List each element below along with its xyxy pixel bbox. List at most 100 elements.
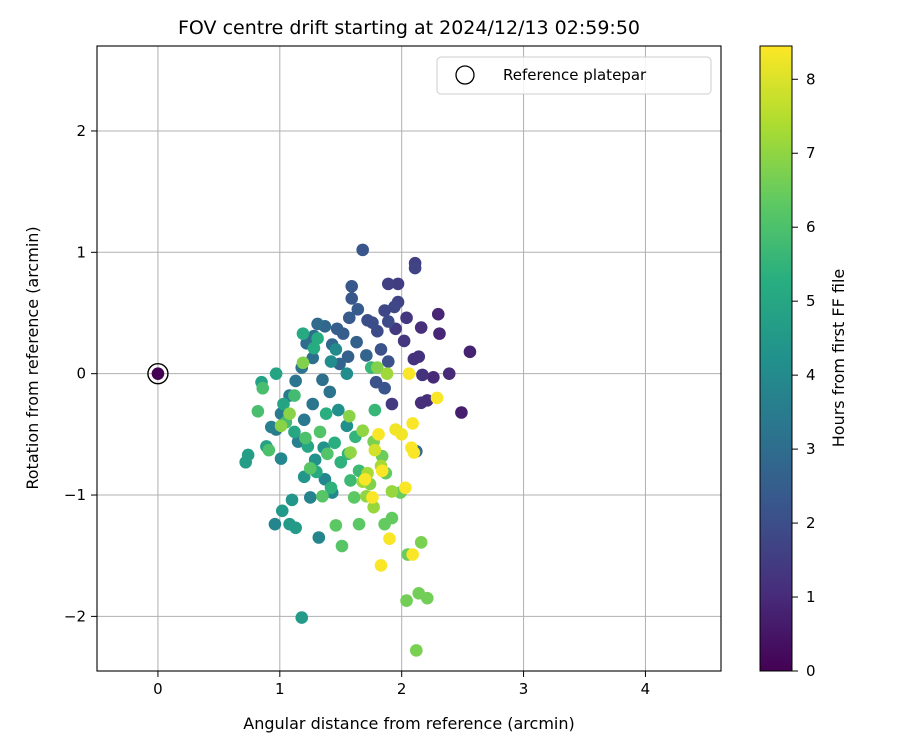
legend-entry-label: Reference platepar: [503, 66, 647, 84]
data-point: [340, 367, 354, 380]
data-point: [296, 356, 310, 370]
data-point: [297, 413, 311, 427]
data-point: [241, 448, 255, 462]
colorbar-tick-label: 2: [806, 514, 816, 532]
data-point: [358, 472, 372, 486]
data-point: [410, 644, 423, 657]
data-point: [399, 481, 412, 495]
data-point: [385, 485, 399, 498]
colorbar-tick-label: 4: [806, 366, 816, 384]
data-point: [400, 311, 413, 325]
data-point: [283, 407, 296, 421]
data-point: [345, 279, 359, 293]
data-point: [414, 536, 428, 549]
data-point: [274, 419, 288, 433]
x-axis-ticks: 0 1 2 3 4: [153, 671, 650, 698]
data-point: [311, 332, 324, 345]
colorbar-gradient: [759, 45, 793, 672]
colorbar-tick-label: 1: [806, 588, 816, 606]
y-tick-label: 1: [76, 243, 86, 261]
data-point: [311, 317, 324, 331]
y-axis-label: Rotation from reference (arcmin): [23, 226, 42, 489]
data-point: [372, 428, 385, 441]
reference-point: [151, 367, 165, 380]
colorbar-tick-label: 3: [806, 440, 816, 458]
data-point: [332, 403, 345, 417]
colorbar-tick-label: 0: [806, 662, 816, 680]
data-point: [356, 424, 369, 438]
x-axis-label: Angular distance from reference (arcmin): [243, 714, 574, 733]
data-point: [321, 447, 334, 461]
data-point: [420, 591, 434, 605]
data-point: [289, 521, 302, 535]
grid-lines: [97, 46, 721, 671]
data-point: [367, 500, 380, 514]
data-point: [342, 409, 356, 423]
colorbar-label: Hours from first FF file: [829, 269, 848, 448]
data-point: [402, 367, 416, 380]
data-point: [347, 491, 361, 504]
data-point: [388, 300, 401, 314]
data-point: [395, 428, 408, 441]
data-point: [407, 446, 421, 459]
data-point: [414, 396, 428, 410]
data-point: [430, 391, 444, 405]
data-point: [378, 381, 391, 395]
data-point: [391, 277, 405, 291]
colorbar-ticks: 0 1 2 3 4 5 6 7 8: [792, 70, 816, 680]
data-point: [316, 489, 329, 503]
data-point: [400, 594, 413, 607]
data-point: [299, 431, 312, 445]
data-point: [371, 361, 384, 374]
data-point: [350, 335, 363, 349]
data-point: [383, 532, 396, 546]
data-point: [330, 322, 344, 336]
x-tick-label: 4: [641, 680, 651, 698]
data-point: [328, 436, 341, 450]
legend: Reference platepar: [436, 56, 712, 95]
data-point: [455, 406, 468, 419]
data-point: [269, 367, 283, 380]
data-point: [340, 419, 354, 433]
reference-marker: [147, 362, 169, 385]
data-point: [366, 491, 379, 504]
data-point: [406, 417, 419, 430]
data-point: [334, 455, 348, 469]
data-point: [329, 343, 343, 356]
data-point: [307, 341, 321, 355]
x-tick-label: 3: [519, 680, 529, 698]
y-tick-label: −2: [64, 607, 86, 625]
data-point: [414, 321, 428, 334]
data-point: [380, 367, 394, 380]
data-point: [312, 531, 326, 544]
data-point: [381, 277, 395, 291]
data-point: [277, 397, 290, 411]
data-point: [407, 352, 421, 366]
data-point: [368, 403, 382, 417]
data-point: [463, 345, 477, 359]
legend-box: [436, 56, 712, 95]
data-point: [275, 504, 289, 518]
data-point: [295, 611, 309, 624]
data-point: [416, 368, 429, 382]
data-point: [374, 559, 388, 572]
data-point: [427, 371, 440, 384]
data-point: [360, 349, 373, 362]
data-point: [324, 481, 338, 495]
data-point: [335, 539, 349, 553]
colorbar: 0 1 2 3 4 5 6 7 8 Hours from first FF file: [759, 45, 848, 680]
y-tick-label: −1: [64, 486, 86, 504]
data-point: [306, 397, 320, 411]
data-point: [262, 443, 276, 457]
data-point: [385, 397, 399, 411]
data-point: [341, 350, 355, 363]
data-point: [285, 493, 299, 507]
y-tick-label: 0: [76, 365, 86, 383]
data-point: [316, 373, 329, 387]
data-point: [288, 389, 301, 402]
data-point: [356, 243, 369, 257]
data-point: [344, 474, 357, 487]
data-point: [361, 313, 374, 327]
data-point: [351, 303, 365, 316]
chart-title: FOV centre drift starting at 2024/12/13 …: [178, 17, 640, 39]
